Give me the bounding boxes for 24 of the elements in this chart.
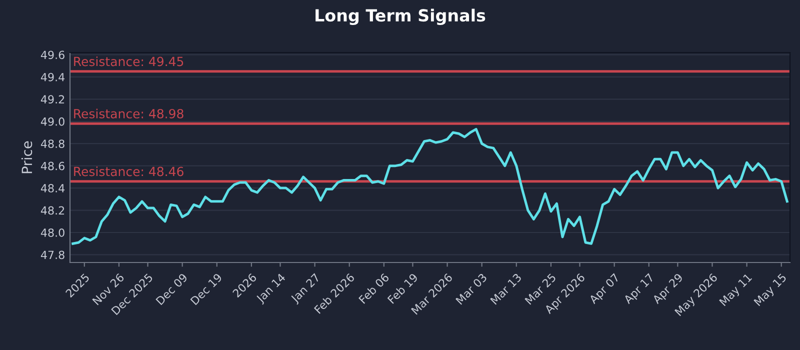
ref-line-label: Resistance: 49.45	[74, 56, 184, 66]
x-tick-label: Dec 19	[190, 272, 222, 306]
line-series	[72, 128, 788, 245]
x-tick-label: Dec 09	[156, 272, 188, 306]
ref-line-label: Resistance: 48.46	[74, 166, 184, 176]
x-tick-label: Feb 19	[387, 272, 418, 304]
y-tick-label: 48.8	[40, 140, 64, 148]
y-tick-label: 49.4	[40, 72, 65, 82]
y-tick-label: 48.4	[40, 184, 65, 192]
x-tick-label: Mar 13	[490, 272, 522, 305]
y-tick-label: 48.2	[40, 206, 64, 215]
chart-title: Long Term Signals	[316, 8, 486, 26]
y-tick-label: 48.6	[40, 162, 64, 170]
y-tick-label: 49.0	[40, 117, 64, 126]
y-tick-label: 48.0	[40, 228, 64, 237]
x-tick-label: Jan 14	[255, 272, 288, 305]
y-tick-label: 49.2	[40, 95, 64, 104]
x-tick-label: Apr 07	[588, 273, 622, 306]
x-tick-label: Mar 03	[455, 272, 488, 305]
y-tick-label: 47.8	[40, 250, 64, 260]
x-tick-label: Jan 27	[290, 273, 322, 305]
y-tick-label: 49.6	[40, 50, 64, 60]
y-axis-title: Price	[21, 141, 32, 174]
ref-line-label: Resistance: 48.98	[74, 108, 184, 118]
